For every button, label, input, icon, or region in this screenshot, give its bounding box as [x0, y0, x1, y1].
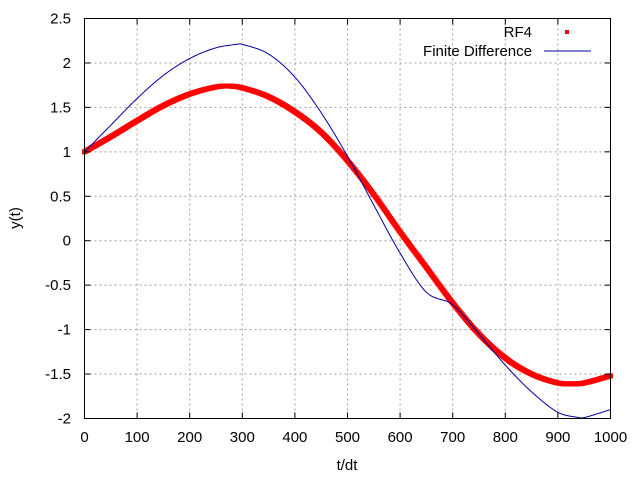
- x-tick-label: 300: [230, 429, 255, 446]
- x-tick-label: 200: [177, 429, 202, 446]
- series-rf4: [82, 83, 613, 387]
- y-tick-label: 0.5: [50, 188, 71, 205]
- x-axis-label: t/dt: [337, 457, 359, 474]
- x-tick-label: 100: [125, 429, 150, 446]
- y-tick-label: 2.5: [50, 11, 71, 28]
- y-tick-label: -2: [58, 411, 71, 428]
- x-tick-label: 400: [282, 429, 307, 446]
- x-tick-label: 700: [440, 429, 465, 446]
- y-axis-label: y(t): [7, 207, 24, 229]
- series-line-finite-difference: [84, 43, 611, 419]
- legend-marker-rf4: [565, 30, 569, 34]
- x-tick-label: 900: [545, 429, 570, 446]
- y-tick-label: -1.5: [45, 366, 71, 383]
- x-tick-label: 600: [388, 429, 413, 446]
- y-tick-label: 2: [63, 55, 71, 72]
- y-tick-label: -1: [58, 322, 71, 339]
- y-tick-label: 1: [63, 144, 71, 161]
- legend-point: [565, 30, 569, 34]
- plot-area: [82, 43, 613, 419]
- x-tick-label: 800: [493, 429, 518, 446]
- legend-label-finite-difference: Finite Difference: [423, 43, 532, 60]
- legend-label-rf4: RF4: [504, 24, 532, 41]
- tick-labels: 0 100 200 300 400 500 600 700 800 900 1000 -2 -1.5 -1…: [45, 11, 627, 447]
- x-tick-label: 0: [80, 429, 88, 446]
- y-tick-label: -0.5: [45, 277, 71, 294]
- grid: [84, 18, 611, 419]
- x-tick-label: 1000: [594, 429, 627, 446]
- legend: RF4 Finite Difference: [423, 24, 591, 60]
- y-tick-label: 1.5: [50, 99, 71, 116]
- axis-ticks: [84, 18, 611, 419]
- y-tick-label: 0: [63, 233, 71, 250]
- x-tick-label: 500: [335, 429, 360, 446]
